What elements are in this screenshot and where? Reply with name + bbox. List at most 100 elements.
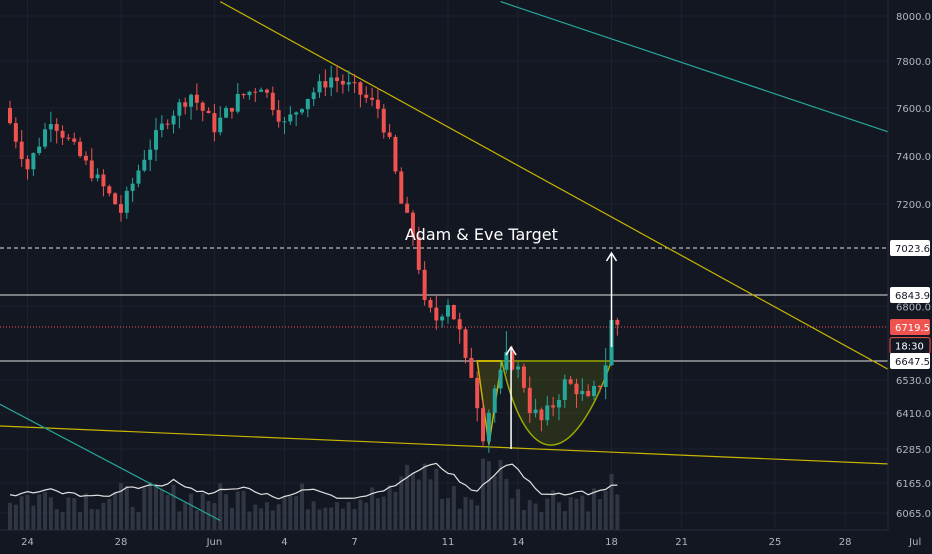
volume-bar <box>165 494 170 530</box>
volume-bar <box>556 502 561 530</box>
volume-bar <box>159 489 164 530</box>
volume-bar <box>259 508 264 530</box>
volume-bar <box>83 493 88 530</box>
candle-body <box>48 124 53 130</box>
candle-body <box>142 159 147 171</box>
candle-body <box>305 99 310 110</box>
price-badge <box>890 240 930 256</box>
volume-bar <box>253 504 258 530</box>
trendline-support-descending <box>0 425 932 467</box>
candle-body <box>282 121 287 123</box>
volume-bar <box>615 494 620 530</box>
volume-bar <box>393 491 398 530</box>
volume-bar <box>189 493 194 530</box>
candle-body <box>136 170 141 184</box>
time-tick-label: Jun <box>206 537 223 548</box>
volume-bar <box>48 497 53 530</box>
candle-body <box>66 137 71 139</box>
volume-bar <box>13 504 18 530</box>
candle-body <box>440 316 445 321</box>
candle-body <box>60 130 65 138</box>
candle-body <box>457 319 462 330</box>
candle-body <box>399 171 404 204</box>
volume-bar <box>504 478 509 530</box>
candle-body <box>510 351 515 370</box>
volume-bar <box>317 509 322 530</box>
volume-bar <box>25 494 30 530</box>
candle-body <box>294 112 299 115</box>
candle-body <box>335 77 340 81</box>
candle-body <box>498 369 503 389</box>
price-tick-label: 6285.0 <box>896 445 931 456</box>
volume-bar <box>469 499 474 530</box>
price-tick-label: 6410.0 <box>896 409 931 420</box>
candle-body <box>521 366 526 388</box>
volume-bar <box>183 502 188 530</box>
price-level-lines <box>0 247 888 362</box>
volume-bar <box>603 490 608 530</box>
candle-body <box>405 203 410 213</box>
volume-bar <box>574 498 579 530</box>
volume-bar <box>410 473 415 530</box>
candle-body <box>381 108 386 133</box>
time-tick-label: 11 <box>442 537 455 548</box>
price-tick-label: 6530.0 <box>896 376 931 387</box>
volume-bar <box>130 506 135 530</box>
candle-body <box>481 408 486 442</box>
volume-bar <box>270 510 275 530</box>
volume-bar <box>194 510 199 530</box>
candle-body <box>416 236 421 270</box>
candle-body <box>475 377 480 409</box>
candle-body <box>434 307 439 321</box>
volume-bar <box>276 504 281 530</box>
candle-body <box>130 183 135 191</box>
time-axis[interactable]: 2428Jun47111418212528Jul4 <box>0 529 932 548</box>
volume-bar <box>346 502 351 530</box>
candle-body <box>113 193 118 205</box>
volume-bar <box>124 485 129 530</box>
price-tick-label: 7800.0 <box>896 57 931 68</box>
volume-bar <box>323 507 328 530</box>
volume-bar <box>597 499 602 530</box>
volume-bar <box>527 500 532 530</box>
volume-bar <box>241 490 246 530</box>
candle-body <box>212 113 217 133</box>
volume-bar <box>37 494 42 530</box>
candle-body <box>562 379 567 400</box>
volume-bar <box>148 482 153 530</box>
price-tick-label: 6165.0 <box>896 479 931 490</box>
time-tick-label: 7 <box>351 537 357 548</box>
volume-bar <box>387 485 392 530</box>
trendline-support-lower <box>0 403 221 522</box>
candle-body <box>165 123 170 125</box>
volume-bar <box>516 489 521 530</box>
candle-body <box>229 108 234 112</box>
candle-body <box>95 174 100 179</box>
volume-bar <box>399 476 404 530</box>
candle-body <box>451 304 456 320</box>
candle-body <box>539 409 544 421</box>
candle-body <box>253 91 258 93</box>
candle-body <box>533 409 538 414</box>
candle-body <box>43 129 48 147</box>
volume-bar <box>457 508 462 530</box>
candles <box>8 64 620 453</box>
volume-bar <box>247 511 252 530</box>
candle-body <box>194 94 199 103</box>
candle-body <box>13 123 18 142</box>
price-axis[interactable]: 8000.0 7800.0 7600.0 7400.0 7200.0 6800.0 6530… <box>887 0 932 550</box>
candle-body <box>31 153 36 170</box>
candle-body <box>311 92 316 100</box>
time-tick-label: 28 <box>839 537 852 548</box>
volume-bar <box>224 494 229 530</box>
candle-body <box>200 102 205 111</box>
candle-body <box>89 160 94 179</box>
volume-bar <box>305 509 310 530</box>
volume-bar <box>352 508 357 530</box>
volume-bar <box>72 498 77 530</box>
volume-bar <box>492 475 497 530</box>
target-projection-arrow-head <box>605 251 618 262</box>
candle-body <box>387 132 392 137</box>
